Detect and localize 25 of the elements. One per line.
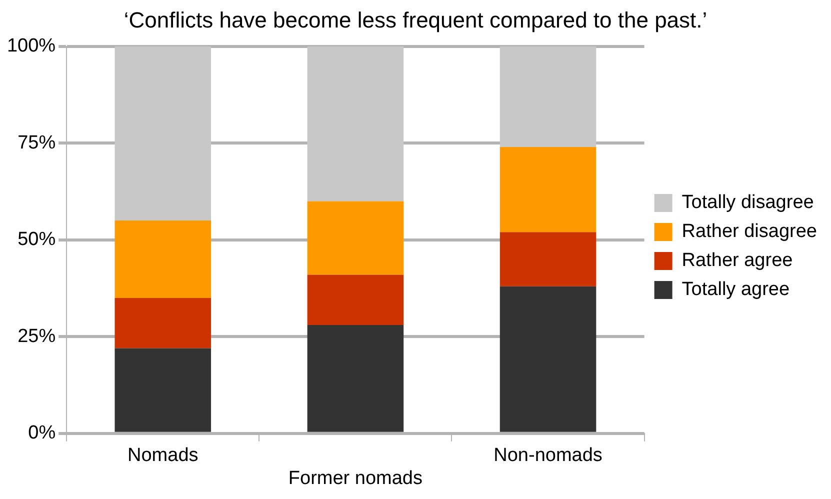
bar [114,298,212,348]
bar [114,348,212,432]
x-tick-label: Non-nomads [494,445,602,466]
y-tick-label: 75% [18,132,56,154]
bar [114,220,212,298]
bar [500,286,596,432]
legend-label: Rather disagree [682,221,818,242]
bar [307,325,404,432]
y-tick-label: 50% [18,229,56,250]
bar [500,46,596,148]
x-tick-label: Nomads [128,445,198,466]
legend-label: Totally agree [682,279,790,300]
bar [500,232,596,286]
y-tick-label: 100% [6,36,56,57]
y-tick-label: 25% [18,326,56,347]
bar [500,147,596,232]
bar [307,46,404,202]
x-tick-label: Former nomads [288,468,423,489]
chart-title: ‘Conflicts have become less frequent compared to the past.’ [124,7,708,32]
bar [307,201,404,275]
bar [307,274,404,326]
bar [114,46,212,221]
legend-label: Totally disagree [682,192,814,214]
y-tick-label: 0% [28,422,56,444]
legend-label: Rather agree [682,250,793,272]
